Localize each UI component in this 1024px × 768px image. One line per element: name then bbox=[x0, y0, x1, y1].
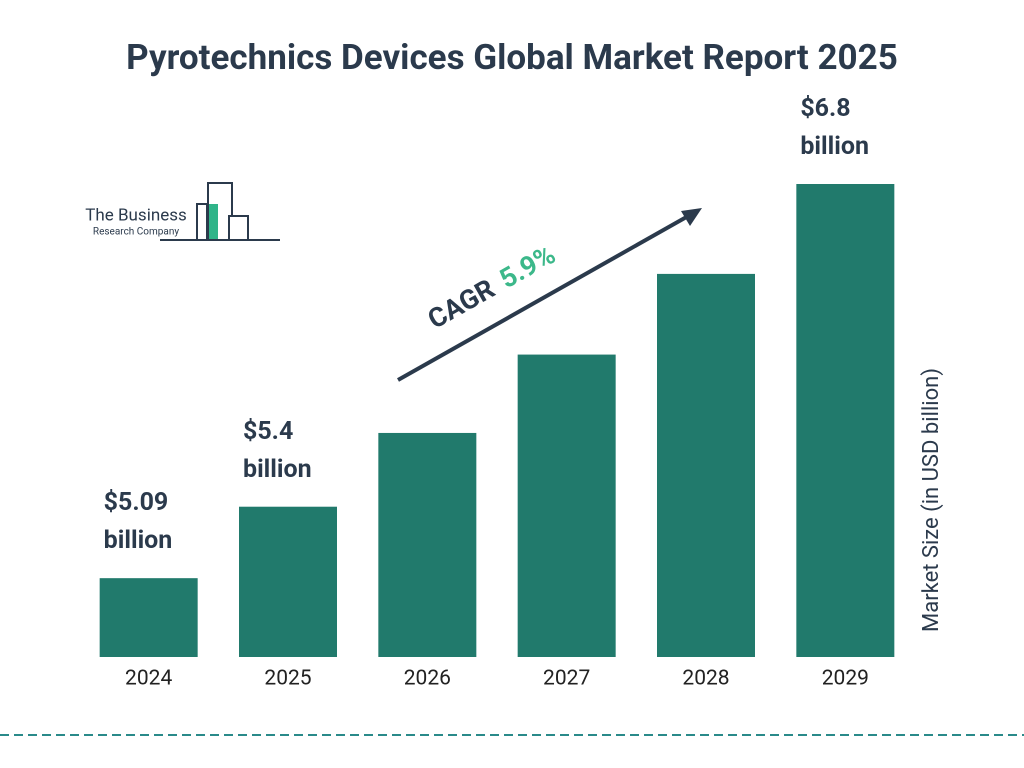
x-tick-label: 2025 bbox=[264, 667, 311, 691]
x-tick-label: 2024 bbox=[125, 667, 172, 691]
x-tick-label: 2029 bbox=[822, 667, 869, 691]
chart-title: Pyrotechnics Devices Global Market Repor… bbox=[126, 37, 898, 78]
y-axis-label: Market Size (in USD billion) bbox=[919, 368, 944, 632]
value-label: $6.8 billion bbox=[800, 94, 869, 161]
cagr-arrow bbox=[397, 213, 691, 382]
cagr-value: 5.9% bbox=[494, 238, 561, 295]
value-label: $5.4 billion bbox=[243, 416, 312, 484]
x-tick-label: 2026 bbox=[404, 667, 451, 691]
bar bbox=[517, 354, 616, 657]
cagr-label: CAGR bbox=[422, 273, 500, 336]
bar bbox=[239, 506, 337, 657]
logo bbox=[160, 182, 280, 241]
bar bbox=[99, 578, 198, 657]
cagr-group: CAGR 5.9% bbox=[422, 238, 561, 335]
cagr-arrowhead bbox=[681, 208, 702, 226]
bar bbox=[657, 273, 755, 657]
logo-name: The Business bbox=[85, 205, 187, 225]
logo-subname: Research Company bbox=[93, 227, 179, 238]
bar bbox=[378, 432, 477, 657]
bar bbox=[796, 184, 895, 657]
x-tick-label: 2027 bbox=[543, 667, 590, 691]
value-label: $5.09 billion bbox=[103, 488, 173, 556]
x-tick-label: 2028 bbox=[682, 667, 729, 691]
